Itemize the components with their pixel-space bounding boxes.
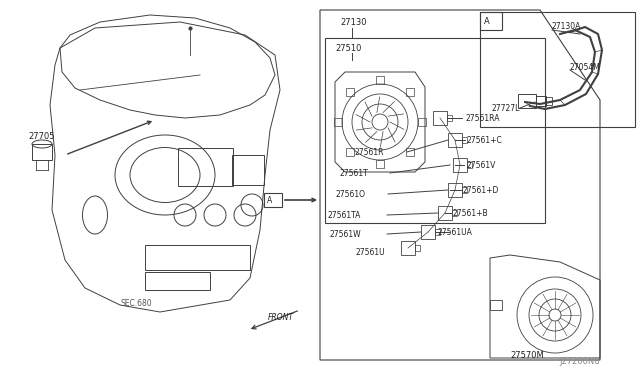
Bar — [232, 155, 264, 185]
Text: 27130: 27130 — [340, 17, 367, 26]
Bar — [480, 12, 635, 127]
Text: 27561T: 27561T — [340, 169, 369, 177]
Text: 27561W: 27561W — [330, 230, 362, 238]
Text: 27510: 27510 — [335, 44, 362, 52]
Text: SEC.680: SEC.680 — [120, 298, 152, 308]
Text: 27561U: 27561U — [355, 247, 385, 257]
Bar — [448, 133, 462, 147]
Bar — [376, 76, 384, 84]
Text: 27561+B: 27561+B — [453, 208, 488, 218]
Bar — [401, 241, 415, 255]
Bar — [32, 144, 52, 160]
Bar — [418, 118, 426, 126]
Bar — [448, 183, 462, 197]
Text: 27130A: 27130A — [552, 22, 581, 31]
Bar — [346, 148, 355, 156]
Bar — [447, 115, 452, 121]
Text: J27200N8: J27200N8 — [559, 357, 600, 366]
Text: A: A — [484, 16, 490, 26]
Bar — [518, 94, 536, 108]
Text: 27561UA: 27561UA — [438, 228, 473, 237]
Text: 27054M: 27054M — [570, 62, 601, 71]
Bar — [462, 137, 467, 143]
Text: 27561TA: 27561TA — [328, 211, 362, 219]
Text: A: A — [267, 196, 272, 205]
Bar — [546, 97, 552, 105]
Bar — [334, 118, 342, 126]
Bar — [264, 193, 282, 207]
Bar — [145, 245, 250, 270]
Text: 27561V: 27561V — [467, 160, 497, 170]
Text: 27561R: 27561R — [355, 148, 385, 157]
Bar — [178, 148, 233, 186]
Bar — [467, 162, 472, 168]
Bar — [490, 300, 502, 310]
Bar — [480, 12, 502, 30]
Bar — [406, 148, 413, 156]
Bar — [346, 88, 355, 96]
Bar — [462, 187, 467, 193]
Bar — [438, 206, 452, 220]
Bar — [325, 38, 545, 223]
Text: 27561+C: 27561+C — [467, 135, 503, 144]
Bar — [433, 111, 447, 125]
Text: FRONT: FRONT — [268, 314, 294, 323]
Bar — [376, 160, 384, 168]
Bar — [145, 272, 210, 290]
Bar — [421, 225, 435, 239]
Bar — [415, 245, 420, 251]
Bar — [435, 229, 440, 235]
Text: 27561+D: 27561+D — [463, 186, 499, 195]
Text: 27705: 27705 — [28, 131, 54, 141]
Bar — [406, 88, 413, 96]
Bar — [452, 210, 457, 216]
Text: 27570M: 27570M — [510, 350, 544, 359]
Bar — [453, 158, 467, 172]
Text: 27727L: 27727L — [492, 103, 520, 112]
Text: 27561RA: 27561RA — [466, 113, 500, 122]
Text: 27561O: 27561O — [336, 189, 366, 199]
Bar — [536, 96, 546, 106]
